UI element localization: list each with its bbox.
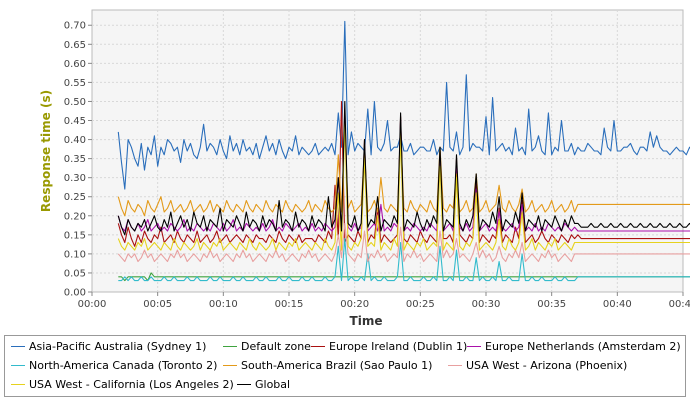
- legend-item: Europe Netherlands (Amsterdam 2): [467, 340, 681, 353]
- x-tick-label: 00:00: [78, 299, 107, 310]
- legend-item: Default zone: [223, 340, 311, 353]
- legend-swatch: [11, 384, 25, 385]
- legend-swatch: [223, 365, 237, 366]
- legend-item: USA West - Arizona (Phoenix): [448, 359, 627, 372]
- legend: Asia-Pacific Australia (Sydney 1) Default…: [4, 335, 686, 397]
- legend-label: South-America Brazil (Sao Paulo 1): [241, 359, 433, 372]
- legend-item: South-America Brazil (Sao Paulo 1): [223, 359, 432, 372]
- x-tick-label: 00:25: [406, 299, 435, 310]
- response-time-chart: 0.00 0.05 0.10 0.15 0.20 0.25 0.30 0.35 0.40 0.45…: [39, 9, 690, 328]
- legend-swatch: [467, 346, 481, 347]
- y-tick-label: 0.25: [64, 192, 86, 203]
- legend-swatch: [11, 365, 25, 366]
- x-tick-label: 00:40: [603, 299, 632, 310]
- legend-label: Europe Ireland (Dublin 1): [329, 340, 468, 353]
- y-tick-label: 0.40: [64, 135, 86, 146]
- y-tick-label: 0.60: [64, 59, 86, 70]
- x-axis-title: Time: [350, 314, 383, 328]
- legend-swatch: [11, 346, 25, 347]
- legend-swatch: [311, 346, 325, 347]
- legend-item: Global: [237, 378, 290, 391]
- y-tick-label: 0.10: [64, 249, 86, 260]
- series-line-usa-west-california-los-angeles-2: [117, 119, 690, 251]
- y-axis-title: Response time (s): [39, 90, 53, 212]
- series-line-north-america-canada-toronto-2: [118, 238, 690, 282]
- x-tick-label: 00:45: [669, 299, 690, 310]
- legend-item: North-America Canada (Toronto 2): [11, 359, 217, 372]
- legend-label: Default zone: [241, 340, 311, 353]
- legend-swatch: [237, 384, 251, 385]
- legend-label: North-America Canada (Toronto 2): [29, 359, 218, 372]
- y-tick-label: 0.05: [64, 268, 86, 279]
- x-tick-label: 00:30: [472, 299, 501, 310]
- series-line-europe-ireland-dublin-1: [117, 100, 690, 247]
- x-tick-label: 00:20: [340, 299, 369, 310]
- y-tick-label: 0.35: [64, 154, 86, 165]
- x-tick-label: 00:05: [143, 299, 172, 310]
- legend-label: Asia-Pacific Australia (Sydney 1): [29, 340, 207, 353]
- legend-label: USA West - Arizona (Phoenix): [466, 359, 628, 372]
- y-tick-label: 0.00: [64, 288, 86, 299]
- legend-swatch: [223, 346, 237, 347]
- y-tick-label: 0.15: [64, 230, 86, 241]
- legend-item: Europe Ireland (Dublin 1): [311, 340, 467, 353]
- y-tick-label: 0.70: [64, 21, 86, 32]
- series-lines: [117, 20, 690, 282]
- y-tick-label: 0.45: [64, 116, 86, 127]
- x-axis-ticks: 00:00 00:05 00:10 00:15 00:20 00:25 00:30 00:35…: [78, 292, 690, 310]
- legend-label: Europe Netherlands (Amsterdam 2): [485, 340, 681, 353]
- series-line-asia-pacific-australia-sydney-1: [117, 20, 690, 190]
- y-axis-ticks: 0.00 0.05 0.10 0.15 0.20 0.25 0.30 0.35 0.40 0.45…: [64, 21, 92, 299]
- y-tick-label: 0.55: [64, 78, 86, 89]
- legend-item: USA West - California (Los Angeles 2): [11, 378, 234, 391]
- y-tick-label: 0.30: [64, 173, 86, 184]
- legend-label: Global: [255, 378, 291, 391]
- y-tick-label: 0.20: [64, 211, 86, 222]
- x-tick-label: 00:15: [275, 299, 304, 310]
- x-tick-label: 00:10: [209, 299, 238, 310]
- series-line-usa-west-arizona-phoenix: [117, 222, 690, 263]
- legend-item: Asia-Pacific Australia (Sydney 1): [11, 340, 206, 353]
- legend-swatch: [448, 365, 462, 366]
- legend-label: USA West - California (Los Angeles 2): [29, 378, 234, 391]
- y-tick-label: 0.65: [64, 40, 86, 51]
- series-line-global: [117, 100, 690, 236]
- y-tick-label: 0.50: [64, 97, 86, 108]
- x-tick-label: 00:35: [537, 299, 566, 310]
